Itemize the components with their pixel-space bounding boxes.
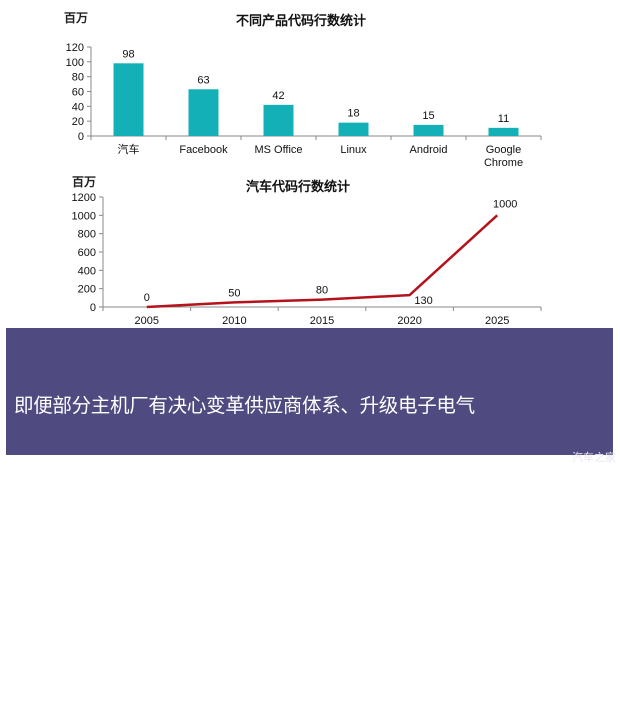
callout-line: 软件能力已经愈发成为车企的“阿喀琉斯之踵”。: [14, 646, 418, 669]
x-tick-label: 2005: [135, 315, 159, 327]
line-chart-title: 汽车代码行数统计: [246, 179, 351, 194]
point-value-label: 80: [316, 285, 328, 297]
x-category-label: Android: [410, 144, 448, 156]
x-category-label: Facebook: [179, 144, 228, 156]
callout-line: 是否有供应商能提供、自身是否具备完成软件整合的能力?: [14, 562, 505, 585]
y-tick-label: 400: [78, 265, 96, 277]
bar: [113, 63, 144, 136]
bar-chart: 0 20 40 60 80 100 120 98 汽车 63 Facebook 42 MS Office…: [66, 42, 542, 169]
bar-value-label: 18: [347, 108, 359, 120]
x-category-label: Linux: [340, 144, 367, 156]
y-tick-label: 100: [66, 57, 84, 69]
watermark: 汽车之家: [572, 451, 616, 464]
bar: [188, 89, 219, 136]
y-tick-label: 60: [72, 87, 84, 99]
line-chart: 0 200 400 600 800 1000 1200 2005 0 2010 50 2015 80 20…: [72, 192, 542, 327]
point-value-label: 0: [144, 292, 150, 304]
callout-text: 即便部分主机厂有决心变革供应商体系、升级电子电气 架构，他们依旧会面临一个巨大的…: [14, 336, 614, 728]
y-tick-label: 20: [72, 116, 84, 128]
y-tick-label: 120: [66, 42, 84, 54]
bar-value-label: 42: [272, 90, 284, 102]
bar: [413, 124, 444, 136]
bar: [488, 127, 519, 136]
bar-value-label: 15: [422, 110, 434, 122]
bar: [263, 104, 294, 136]
y-tick-label: 1000: [72, 210, 96, 222]
x-category-label: Chrome: [484, 157, 523, 169]
y-tick-label: 0: [90, 302, 96, 314]
x-category-label: Google: [486, 144, 521, 156]
bar-chart-title: 不同产品代码行数统计: [236, 13, 367, 28]
callout-line: 即便部分主机厂有决心变革供应商体系、升级电子电气: [14, 394, 475, 417]
bar: [338, 122, 369, 136]
bar-value-label: 11: [498, 113, 509, 125]
callout-box: 即便部分主机厂有决心变革供应商体系、升级电子电气 架构，他们依旧会面临一个巨大的…: [6, 328, 613, 669]
bar-value-label: 98: [122, 48, 134, 60]
x-category-label: MS Office: [254, 144, 302, 156]
bar-chart-unit-label: 百万: [64, 11, 89, 25]
bar-value-label: 63: [197, 74, 209, 86]
point-value-label: 1000: [493, 198, 517, 210]
y-tick-label: 80: [72, 72, 84, 84]
y-tick-label: 0: [78, 131, 84, 143]
point-value-label: 130: [414, 295, 432, 307]
point-value-label: 50: [228, 287, 240, 299]
line-series: [146, 214, 499, 309]
x-tick-label: 2015: [310, 315, 334, 327]
y-tick-label: 40: [72, 101, 84, 113]
y-tick-label: 1200: [72, 192, 96, 204]
y-tick-label: 800: [78, 229, 96, 241]
y-tick-label: 200: [78, 284, 96, 296]
y-tick-label: 600: [78, 247, 96, 259]
line-chart-unit-label: 百万: [72, 175, 97, 189]
callout-line: 架构，他们依旧会面临一个巨大的挑战：域控制器内的软件: [14, 478, 514, 501]
x-tick-label: 2010: [222, 315, 246, 327]
x-category-label: 汽车: [118, 142, 140, 156]
x-tick-label: 2020: [397, 315, 421, 327]
x-tick-label: 2025: [485, 315, 509, 327]
